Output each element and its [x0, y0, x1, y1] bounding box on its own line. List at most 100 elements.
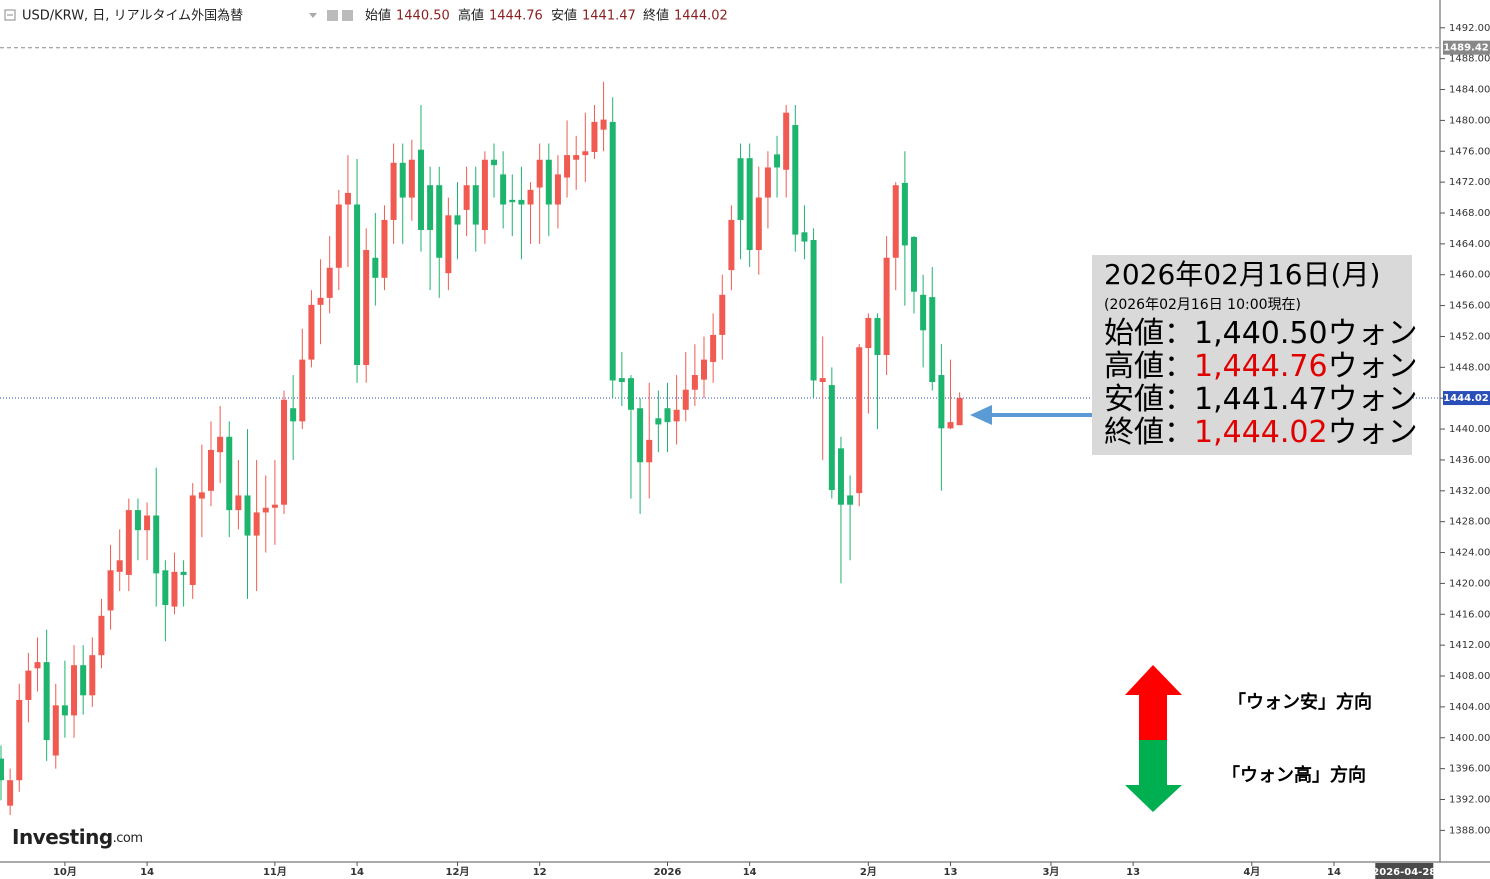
- candle-body: [43, 662, 50, 741]
- y-tick-label: 1424.00: [1449, 548, 1490, 559]
- candle-body: [16, 699, 23, 781]
- y-tick-label: 1432.00: [1449, 486, 1490, 497]
- x-tick-label: 14: [140, 867, 154, 878]
- candle-body: [207, 449, 214, 491]
- cursor-date-box: [1375, 863, 1434, 879]
- candle-body: [664, 408, 671, 423]
- candle-body: [472, 185, 479, 225]
- candle-body: [363, 250, 370, 366]
- candle-body: [235, 495, 242, 511]
- candle-body: [554, 174, 561, 205]
- info-label: 高値：: [1104, 349, 1194, 384]
- y-tick-label: 1448.00: [1449, 362, 1490, 373]
- candle-body: [518, 199, 525, 205]
- logo: Investing.com: [12, 825, 143, 849]
- candle-body: [564, 155, 571, 178]
- logo-suffix: .com: [113, 831, 143, 846]
- candle-body: [281, 399, 288, 505]
- candle-body: [189, 495, 196, 585]
- info-label: 終値：: [1104, 415, 1194, 450]
- y-tick-label: 1472.00: [1449, 177, 1490, 188]
- info-value: 1,440.50: [1194, 316, 1328, 351]
- info-unit: ウォン: [1328, 415, 1418, 450]
- candle-body: [153, 515, 160, 574]
- candle-body: [226, 436, 233, 511]
- candle-body: [89, 655, 96, 696]
- eye-icon[interactable]: [327, 10, 338, 21]
- candle-body: [673, 409, 680, 422]
- info-value: 1,444.02: [1194, 415, 1328, 450]
- candle-body: [244, 495, 251, 536]
- price-label-box: [1443, 40, 1490, 55]
- info-value: 1,444.76: [1194, 349, 1328, 384]
- candle-body: [573, 155, 580, 160]
- candle-body: [847, 495, 854, 505]
- annotation: 「ウォン安」方向: [1228, 691, 1372, 713]
- candle-body: [125, 510, 132, 575]
- candle-body: [308, 304, 315, 360]
- x-tick-label: 14: [350, 867, 364, 878]
- candle-body: [938, 375, 945, 429]
- price-label: 1444.02: [1443, 393, 1489, 404]
- x-tick-label: 11月: [263, 866, 287, 878]
- y-tick-label: 1492.00: [1449, 23, 1490, 34]
- candle-body: [290, 408, 297, 422]
- x-tick-label: 10月: [53, 866, 77, 878]
- candle-body: [755, 197, 762, 251]
- candle-body: [646, 439, 653, 463]
- candle-body: [929, 297, 936, 382]
- candle-body: [34, 662, 41, 669]
- candle-body: [710, 334, 717, 362]
- candle-body: [144, 515, 151, 531]
- candle-body: [180, 571, 187, 575]
- logo-main: Investing: [12, 825, 113, 849]
- info-row: 高値：1,444.76ウォン: [1104, 349, 1418, 384]
- x-tick-label: 4月: [1243, 866, 1260, 878]
- x-tick-label: 13: [944, 867, 958, 878]
- candle-body: [728, 219, 735, 271]
- candle-body: [509, 199, 516, 203]
- candle-body: [317, 297, 324, 305]
- collapse-icon[interactable]: [4, 9, 16, 21]
- info-label: 始値：: [1104, 316, 1194, 351]
- y-tick-label: 1416.00: [1449, 609, 1490, 620]
- candle-body: [445, 215, 452, 274]
- candle-body: [655, 418, 662, 425]
- candle-body: [682, 389, 689, 410]
- y-tick-label: 1392.00: [1449, 794, 1490, 805]
- candle-body: [901, 182, 908, 246]
- candle-body: [810, 240, 817, 381]
- y-tick-label: 1412.00: [1449, 640, 1490, 651]
- candle-body: [600, 119, 607, 130]
- y-tick-label: 1488.00: [1449, 54, 1490, 65]
- info-date: 2026年02月16日(月): [1104, 258, 1380, 291]
- info-box: [1092, 255, 1412, 455]
- candle-body: [637, 408, 644, 463]
- pointer-arrow-head: [970, 405, 992, 425]
- candle-body: [52, 705, 59, 756]
- candle-body: [920, 294, 927, 331]
- dropdown-icon[interactable]: [309, 13, 317, 18]
- candle-body: [271, 504, 278, 508]
- info-as-of: (2026年02月16日 10:00現在): [1104, 297, 1301, 313]
- candle-body: [609, 121, 616, 381]
- x-tick-label: 2026-04-28: [1372, 867, 1436, 878]
- candle-body: [354, 204, 361, 366]
- y-tick-label: 1404.00: [1449, 702, 1490, 713]
- info-label: 安値：: [1104, 382, 1194, 417]
- candle-body: [116, 560, 123, 572]
- candle-body: [828, 385, 835, 491]
- info-row: 安値：1,441.47ウォン: [1104, 382, 1418, 417]
- down-arrow: [1125, 740, 1182, 812]
- candle-body: [500, 174, 507, 205]
- candle-body: [746, 158, 753, 251]
- plot: [0, 47, 1440, 815]
- x-tick-label: 2月: [860, 866, 877, 878]
- candle-body: [107, 570, 114, 611]
- ohlc-value: 1440.50: [396, 9, 450, 24]
- y-tick-label: 1456.00: [1449, 301, 1490, 312]
- settings-icon[interactable]: [342, 10, 353, 21]
- candle-body: [372, 257, 379, 278]
- x-tick-label: 14: [1327, 867, 1341, 878]
- x-tick-label: 12月: [446, 866, 470, 878]
